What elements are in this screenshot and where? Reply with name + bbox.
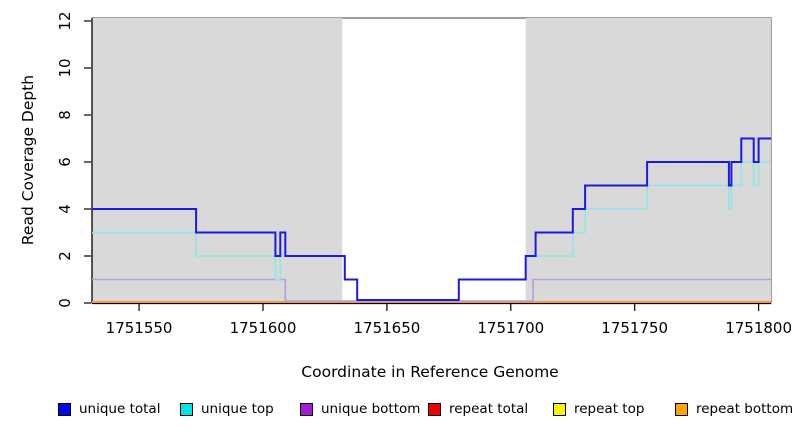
- series-line-unique-total: [92, 137, 771, 301]
- legend: unique total unique top unique bottom re…: [0, 400, 792, 424]
- legend-item-repeat-bottom: repeat bottom: [675, 400, 792, 418]
- x-tick-label: 1751700: [477, 319, 544, 337]
- repeat-top-swatch-icon: [553, 402, 566, 416]
- series-line-unique-top: [92, 161, 771, 301]
- x-tick-label: 1751650: [353, 319, 420, 337]
- legend-item-unique-total: unique total: [58, 400, 160, 418]
- x-tick-label: 1751550: [106, 319, 173, 337]
- y-tick-label: 12: [56, 11, 74, 30]
- y-tick-label: 6: [56, 157, 74, 167]
- y-tick-label: 4: [56, 204, 74, 214]
- repeat-total-swatch-icon: [428, 402, 441, 416]
- x-tick-label: 1751600: [230, 319, 297, 337]
- x-axis-title: Coordinate in Reference Genome: [301, 363, 559, 381]
- repeat-region-right: [525, 18, 771, 303]
- unique-top-swatch-icon: [180, 402, 193, 416]
- unique-bottom-swatch-icon: [300, 402, 313, 416]
- x-tick-label: 1751800: [725, 319, 792, 337]
- legend-item-repeat-total: repeat total: [428, 400, 528, 418]
- unique-total-swatch-icon: [58, 402, 71, 416]
- repeat-bottom-swatch-icon: [675, 402, 688, 416]
- repeat-region-left: [92, 18, 343, 303]
- x-tick-label: 1751750: [601, 319, 668, 337]
- y-tick-label: 10: [56, 58, 74, 77]
- legend-item-unique-bottom: unique bottom: [300, 400, 420, 418]
- y-axis-title: Read Coverage Depth: [19, 74, 37, 246]
- y-tick-label: 8: [56, 110, 74, 120]
- legend-item-unique-top: unique top: [180, 400, 274, 418]
- legend-item-repeat-top: repeat top: [553, 400, 644, 418]
- y-tick-label: 0: [56, 298, 74, 308]
- y-tick-label: 2: [56, 251, 74, 261]
